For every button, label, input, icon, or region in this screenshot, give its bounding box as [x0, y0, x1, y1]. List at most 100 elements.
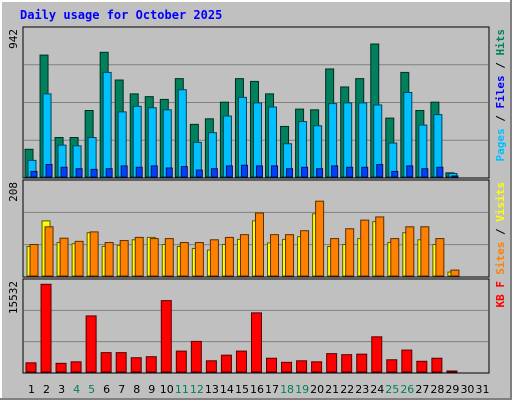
bar-middle-sites-day-28: [435, 238, 445, 277]
bar-bottom-kb-f-day-1: [25, 362, 37, 373]
bar-middle-sites-day-8: [134, 236, 144, 277]
bar-top-pages-day-23: [361, 166, 369, 178]
bar-top-pages-day-18: [286, 168, 294, 178]
bar-top-files-day-22: [343, 102, 353, 178]
bar-middle-sites-day-11: [179, 242, 189, 277]
bar-top-files-day-23: [358, 102, 368, 178]
bar-top-pages-day-21: [331, 165, 339, 178]
bar-top-pages-day-25: [391, 170, 399, 178]
x-tick-label-day-14: 14: [220, 383, 234, 396]
x-tick-label-day-3: 3: [58, 383, 65, 396]
x-tick-label-day-6: 6: [103, 383, 110, 396]
bar-bottom-kb-f-day-3: [55, 362, 67, 373]
x-tick-label-day-25: 25: [385, 383, 399, 396]
panel-bottom-ymax-label: 15532: [7, 281, 20, 314]
bar-middle-sites-day-13: [209, 239, 219, 277]
bar-bottom-kb-f-day-27: [416, 360, 428, 373]
bar-middle-sites-day-10: [164, 238, 174, 277]
bar-bottom-kb-f-day-19: [296, 360, 308, 373]
bar-middle-sites-day-4: [74, 240, 84, 277]
bar-bottom-kb-f-day-29: [446, 370, 458, 373]
bar-top-pages-day-5: [90, 168, 98, 178]
bar-bottom-kb-f-day-16: [250, 312, 262, 373]
x-tick-label-day-15: 15: [235, 383, 249, 396]
bar-top-pages-day-17: [271, 165, 279, 178]
bar-middle-sites-day-12: [194, 242, 204, 277]
legend-entry: /: [494, 109, 507, 129]
bar-bottom-kb-f-day-17: [266, 357, 278, 373]
bar-middle-sites-day-24: [375, 216, 385, 277]
legend-entry: Hits: [494, 29, 507, 56]
legend-entry: /: [494, 56, 507, 76]
bar-top-pages-day-7: [120, 165, 128, 178]
bar-middle-sites-day-26: [405, 226, 415, 277]
x-tick-label-day-27: 27: [415, 383, 429, 396]
bar-bottom-kb-f-day-5: [85, 315, 97, 373]
panel-middle-ymax-label: 208: [7, 182, 20, 202]
panel-bottom-legend: KB F: [494, 281, 507, 308]
bar-top-pages-day-3: [60, 166, 68, 178]
x-tick-label-day-30: 30: [460, 383, 474, 396]
bar-top-pages-day-20: [316, 168, 324, 178]
bar-top-pages-day-24: [376, 164, 384, 178]
x-tick-label-day-29: 29: [445, 383, 459, 396]
bar-middle-sites-day-23: [360, 219, 370, 277]
bar-bottom-kb-f-day-28: [431, 357, 443, 373]
x-tick-label-day-20: 20: [310, 383, 324, 396]
bar-bottom-kb-f-day-15: [235, 350, 247, 373]
bar-top-files-day-26: [403, 91, 413, 178]
bar-bottom-kb-f-day-12: [190, 340, 202, 373]
x-tick-label-day-18: 18: [280, 383, 294, 396]
x-tick-label-day-23: 23: [355, 383, 369, 396]
bar-middle-sites-day-27: [420, 226, 430, 277]
bar-middle-sites-day-17: [270, 234, 280, 277]
bar-middle-sites-day-7: [119, 240, 129, 277]
bar-top-pages-day-15: [240, 164, 248, 178]
bar-middle-sites-day-5: [89, 231, 99, 277]
panel-top-legend: Pages / Files / Hits: [494, 29, 507, 162]
frame-bevel-left: [0, 0, 2, 400]
bar-bottom-kb-f-day-6: [100, 352, 112, 373]
bar-middle-sites-day-1: [29, 244, 39, 277]
x-tick-label-day-4: 4: [73, 383, 80, 396]
bar-middle-sites-day-16: [254, 212, 264, 277]
bar-middle-sites-day-2: [44, 226, 54, 277]
x-tick-label-day-24: 24: [370, 383, 384, 396]
bar-top-pages-day-26: [406, 165, 414, 178]
x-tick-label-day-17: 17: [265, 383, 279, 396]
bar-top-pages-day-11: [180, 166, 188, 178]
legend-entry: Files: [494, 75, 507, 108]
bar-bottom-kb-f-day-9: [145, 356, 157, 373]
bar-bottom-kb-f-day-22: [341, 354, 353, 373]
x-tick-label-day-9: 9: [148, 383, 155, 396]
legend-entry: Pages: [494, 128, 507, 161]
bar-top-files-day-10: [162, 109, 172, 178]
bar-bottom-kb-f-day-25: [386, 359, 398, 373]
bar-middle-sites-day-19: [300, 230, 310, 277]
bar-top-pages-day-13: [210, 168, 218, 178]
bar-middle-sites-day-25: [390, 238, 400, 277]
bar-top-pages-day-29: [451, 175, 459, 178]
bar-top-pages-day-2: [45, 164, 53, 178]
bar-bottom-kb-f-day-24: [371, 336, 383, 373]
legend-entry: /: [494, 222, 507, 242]
x-tick-label-day-5: 5: [88, 383, 95, 396]
x-tick-label-day-7: 7: [118, 383, 125, 396]
bar-top-pages-day-12: [195, 169, 203, 178]
x-tick-label-day-10: 10: [160, 383, 174, 396]
x-tick-label-day-21: 21: [325, 383, 339, 396]
bar-middle-sites-day-9: [149, 238, 159, 277]
bar-middle-sites-day-29: [450, 269, 460, 277]
bar-bottom-kb-f-day-2: [40, 283, 52, 373]
frame-bevel-bottom: [0, 398, 512, 400]
bar-middle-sites-day-18: [285, 234, 295, 277]
panel-top-ymax-label: 942: [7, 29, 20, 49]
bar-bottom-kb-f-day-10: [160, 300, 172, 373]
bar-top-pages-day-6: [105, 168, 113, 178]
legend-entry: Visits: [494, 182, 507, 222]
bar-top-pages-day-28: [436, 166, 444, 178]
bar-middle-sites-day-14: [224, 236, 234, 277]
bar-top-pages-day-14: [225, 165, 233, 178]
